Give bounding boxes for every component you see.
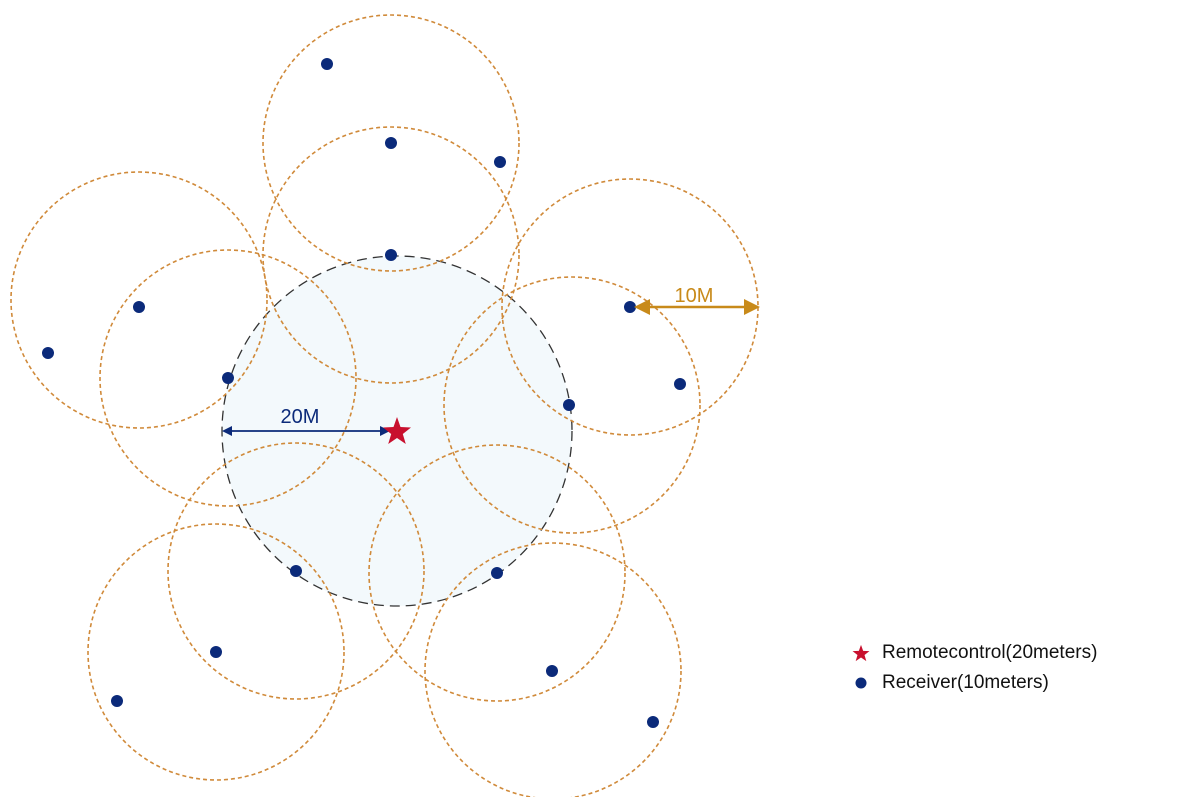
receiver-dot bbox=[494, 156, 506, 168]
receiver-range-circle bbox=[368, 444, 626, 702]
receiver-dot bbox=[385, 249, 397, 261]
receiver-dot bbox=[133, 301, 145, 313]
receiver-range-circle bbox=[424, 542, 682, 797]
receiver-dot bbox=[111, 695, 123, 707]
legend-label-receiver: Receiver(10meters) bbox=[882, 672, 1049, 693]
remote-control-star-icon bbox=[383, 417, 411, 444]
receiver-range-circle bbox=[10, 171, 268, 429]
receiver-dot bbox=[321, 58, 333, 70]
receiver-dot bbox=[563, 399, 575, 411]
receiver-dot bbox=[674, 378, 686, 390]
dot-icon bbox=[850, 677, 872, 689]
receiver-range-circle bbox=[443, 276, 701, 534]
legend-item-receiver: Receiver(10meters) bbox=[850, 668, 1097, 698]
legend-label-remote: Remotecontrol(20meters) bbox=[882, 642, 1098, 663]
receiver-range-circle bbox=[87, 523, 345, 781]
receiver-dot bbox=[647, 716, 659, 728]
receiver-range-circle bbox=[262, 14, 520, 272]
receiver-dot bbox=[42, 347, 54, 359]
receiver-radius-label: 10M bbox=[675, 285, 714, 307]
receiver-dot bbox=[491, 567, 503, 579]
receiver-dot bbox=[546, 665, 558, 677]
receiver-dot bbox=[222, 372, 234, 384]
receiver-dot bbox=[210, 646, 222, 658]
legend-item-remote: Remotecontrol(20meters) bbox=[850, 638, 1097, 668]
remote-radius-label: 20M bbox=[281, 406, 320, 428]
receiver-range-circle bbox=[167, 442, 425, 700]
receiver-dot bbox=[290, 565, 302, 577]
receiver-dot bbox=[385, 137, 397, 149]
receiver-range-circle bbox=[99, 249, 357, 507]
receiver-dots bbox=[42, 58, 686, 728]
receiver-range-circles bbox=[10, 14, 759, 797]
legend: Remotecontrol(20meters) Receiver(10meter… bbox=[850, 638, 1097, 698]
star-icon bbox=[850, 644, 872, 662]
receiver-dot bbox=[624, 301, 636, 313]
